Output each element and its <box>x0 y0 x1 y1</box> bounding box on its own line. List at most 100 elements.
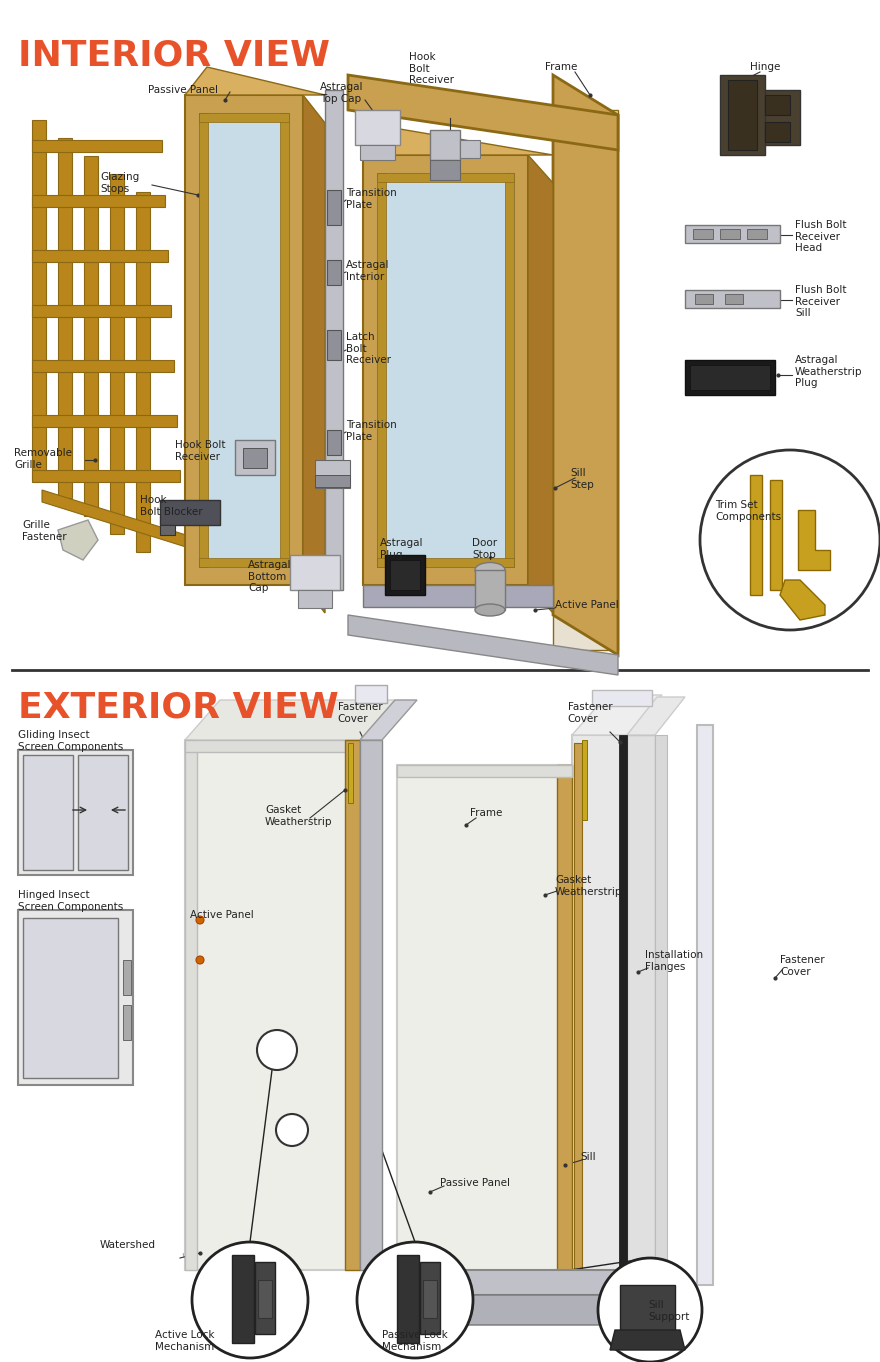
Text: EXTERIOR VIEW: EXTERIOR VIEW <box>18 691 339 725</box>
Circle shape <box>192 1242 308 1358</box>
Bar <box>280 113 289 567</box>
Bar <box>235 440 275 475</box>
Text: Passive Lock
Mechanism: Passive Lock Mechanism <box>382 1331 448 1351</box>
Bar <box>363 155 528 586</box>
Polygon shape <box>58 520 98 560</box>
Polygon shape <box>363 127 553 155</box>
Bar <box>255 1263 275 1333</box>
Bar <box>327 191 341 225</box>
Bar <box>327 430 341 455</box>
Polygon shape <box>780 580 825 620</box>
Bar <box>385 554 425 595</box>
Polygon shape <box>136 192 150 552</box>
Text: Flush Bolt
Receiver
Head: Flush Bolt Receiver Head <box>795 221 847 253</box>
Bar <box>695 294 713 304</box>
Text: Transition
Plate: Transition Plate <box>346 419 397 441</box>
Bar <box>582 740 587 820</box>
Polygon shape <box>32 140 162 153</box>
Text: Latch
Bolt
Receiver: Latch Bolt Receiver <box>346 332 391 365</box>
Bar <box>557 765 572 1275</box>
Bar <box>720 229 740 238</box>
Polygon shape <box>397 1295 687 1325</box>
Text: Hook Bolt
Receiver: Hook Bolt Receiver <box>175 440 225 462</box>
Bar <box>160 524 175 535</box>
Circle shape <box>257 1030 297 1071</box>
Text: Sill: Sill <box>580 1152 596 1162</box>
Polygon shape <box>627 697 685 735</box>
Polygon shape <box>32 360 174 372</box>
Bar <box>619 735 627 1280</box>
Bar <box>18 750 133 874</box>
Text: Astragal
Top Cap: Astragal Top Cap <box>320 82 363 104</box>
Bar <box>298 590 332 607</box>
Bar <box>327 260 341 285</box>
Bar <box>185 95 303 586</box>
Circle shape <box>276 1114 308 1145</box>
Text: Fastener
Cover: Fastener Cover <box>780 955 825 977</box>
Polygon shape <box>58 138 72 498</box>
Bar <box>290 554 340 590</box>
Text: Active Lock
Mechanism: Active Lock Mechanism <box>155 1331 215 1351</box>
Text: Gasket
Weatherstrip: Gasket Weatherstrip <box>555 874 622 896</box>
Bar <box>325 90 343 590</box>
Ellipse shape <box>475 603 505 616</box>
Polygon shape <box>32 195 165 207</box>
Bar <box>78 755 128 870</box>
Text: Hinge: Hinge <box>750 63 781 72</box>
Circle shape <box>196 917 204 923</box>
Bar <box>574 744 582 1272</box>
Bar <box>327 330 341 360</box>
Bar <box>377 173 514 183</box>
Bar <box>23 918 118 1077</box>
Text: Active Panel: Active Panel <box>190 910 253 919</box>
Ellipse shape <box>475 563 505 577</box>
Text: Door
Stop: Door Stop <box>472 538 497 560</box>
Bar <box>693 229 713 238</box>
Bar <box>199 113 208 567</box>
Text: Watershed: Watershed <box>100 1239 156 1250</box>
Text: Passive Panel: Passive Panel <box>440 1178 510 1188</box>
Bar <box>185 740 360 752</box>
Text: Hinged Insect
Screen Components: Hinged Insect Screen Components <box>18 889 123 911</box>
Polygon shape <box>610 1331 685 1350</box>
Bar <box>685 360 775 395</box>
Bar <box>355 110 400 144</box>
Polygon shape <box>572 695 662 735</box>
Polygon shape <box>32 120 46 479</box>
Text: Frame: Frame <box>545 63 577 72</box>
Bar <box>377 558 514 567</box>
Polygon shape <box>185 67 325 95</box>
Bar <box>765 95 790 114</box>
Polygon shape <box>348 75 618 150</box>
Bar <box>315 475 350 488</box>
Text: Installation
Flanges: Installation Flanges <box>645 951 703 971</box>
Text: Gasket
Weatherstrip: Gasket Weatherstrip <box>265 805 333 827</box>
Bar <box>475 571 505 610</box>
Bar <box>747 229 767 238</box>
Bar <box>243 448 267 469</box>
Text: Astragal
Bottom
Cap: Astragal Bottom Cap <box>248 560 291 594</box>
Bar <box>655 735 667 1280</box>
Polygon shape <box>185 700 395 740</box>
Bar <box>765 90 800 144</box>
Text: Hook
Bolt Blocker: Hook Bolt Blocker <box>140 494 202 516</box>
Bar <box>390 560 420 590</box>
Text: INTERIOR VIEW: INTERIOR VIEW <box>18 38 330 72</box>
Circle shape <box>196 956 204 964</box>
Text: Trim Set
Components: Trim Set Components <box>715 500 781 522</box>
Bar <box>123 960 131 996</box>
Bar <box>23 755 73 870</box>
Bar <box>505 173 514 567</box>
Text: Frame: Frame <box>470 808 502 819</box>
Bar <box>355 685 387 703</box>
Circle shape <box>598 1258 702 1362</box>
Bar <box>345 740 360 1269</box>
Bar <box>725 294 743 304</box>
Text: Fastener
Cover: Fastener Cover <box>568 701 612 723</box>
Bar <box>685 290 780 308</box>
Text: Glazing
Stops: Glazing Stops <box>100 172 139 193</box>
Text: Hook
Bolt
Receiver: Hook Bolt Receiver <box>409 52 454 86</box>
Polygon shape <box>553 75 618 655</box>
Bar <box>697 725 713 1284</box>
Text: Sill
Support: Sill Support <box>648 1299 689 1321</box>
